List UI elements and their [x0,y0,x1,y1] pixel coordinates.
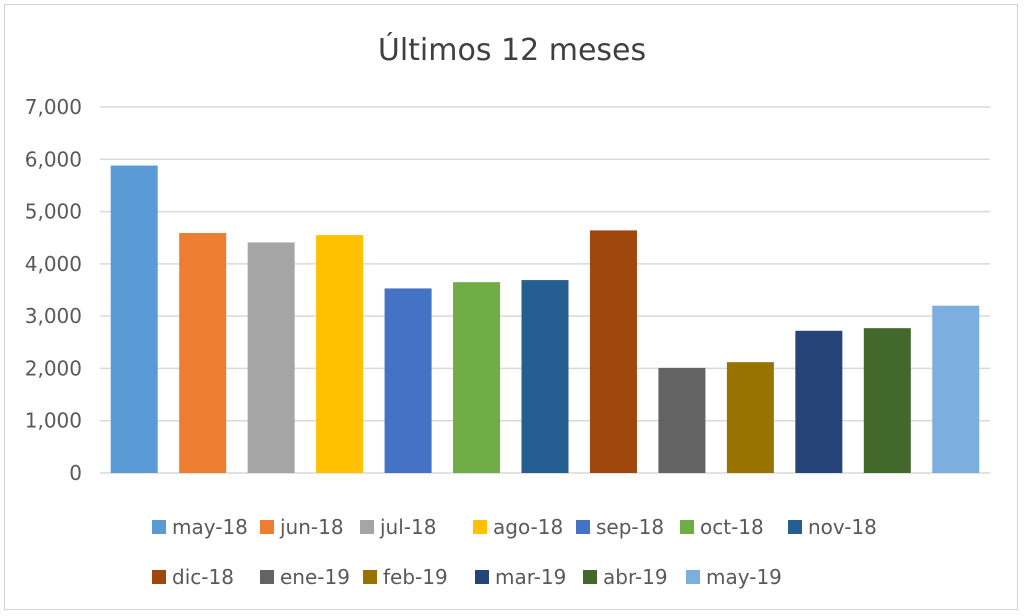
bar-nov-18 [521,280,569,473]
y-tick-label: 1,000 [25,409,82,433]
legend-label: feb-19 [383,565,448,589]
legend-item-may-19: may-19 [686,565,782,589]
legend-item-ago-18: ago-18 [473,515,563,539]
bar-ago-18 [316,235,364,473]
legend-item-mar-19: mar-19 [475,565,566,589]
y-tick-label: 5,000 [25,200,82,224]
legend-label: mar-19 [495,565,566,589]
legend-label: may-18 [172,515,248,539]
legend-swatch [576,520,590,534]
legend-item-abr-19: abr-19 [583,565,668,589]
chart-frame [4,4,1018,610]
bar-oct-18 [453,282,501,473]
bar-abr-19 [863,328,911,473]
legend-swatch [152,570,166,584]
bar-feb-19 [726,362,774,473]
legend-label: sep-18 [596,515,664,539]
y-tick-label: 6,000 [25,147,82,171]
y-axis-ticks: 0 1,000 2,000 3,000 4,000 5,000 6,000 7,000 [25,95,82,485]
legend-swatch [363,570,377,584]
y-tick-label: 0 [69,461,82,485]
bar-ene-19 [658,367,706,473]
y-tick-label: 7,000 [25,95,82,119]
legend-label: jun-18 [279,515,344,539]
legend-swatch [475,570,489,584]
y-tick-label: 4,000 [25,252,82,276]
bar-mar-19 [795,330,843,473]
legend: may-18 jun-18 jul-18 ago-18 sep-18 oct-18 nov-… [152,515,877,589]
bar-may-19 [932,305,980,473]
legend-swatch [260,520,274,534]
legend-swatch [686,570,700,584]
bar-jul-18 [247,242,295,473]
legend-label: may-19 [706,565,782,589]
legend-swatch [788,520,802,534]
y-tick-label: 2,000 [25,356,82,380]
bar-jun-18 [179,233,227,473]
legend-label: oct-18 [700,515,764,539]
legend-label: ene-19 [280,565,350,589]
bar-sep-18 [384,288,432,473]
bars [110,165,980,473]
legend-swatch [260,570,274,584]
legend-swatch [680,520,694,534]
legend-item-jul-18: jul-18 [360,515,436,539]
y-tick-label: 3,000 [25,304,82,328]
bar-dic-18 [589,230,637,473]
legend-item-dic-18: dic-18 [152,565,234,589]
legend-swatch [360,520,374,534]
legend-item-may-18: may-18 [152,515,248,539]
legend-swatch [152,520,166,534]
legend-label: abr-19 [603,565,668,589]
legend-swatch [583,570,597,584]
legend-item-sep-18: sep-18 [576,515,664,539]
legend-swatch [473,520,487,534]
legend-item-jun-18: jun-18 [260,515,344,539]
legend-item-oct-18: oct-18 [680,515,764,539]
bar-may-18 [110,165,158,473]
legend-item-ene-19: ene-19 [260,565,350,589]
legend-label: dic-18 [172,565,234,589]
legend-item-nov-18: nov-18 [788,515,877,539]
legend-label: jul-18 [379,515,436,539]
chart-title: Últimos 12 meses [378,31,646,68]
legend-label: ago-18 [493,515,563,539]
legend-item-feb-19: feb-19 [363,565,448,589]
legend-label: nov-18 [808,515,877,539]
